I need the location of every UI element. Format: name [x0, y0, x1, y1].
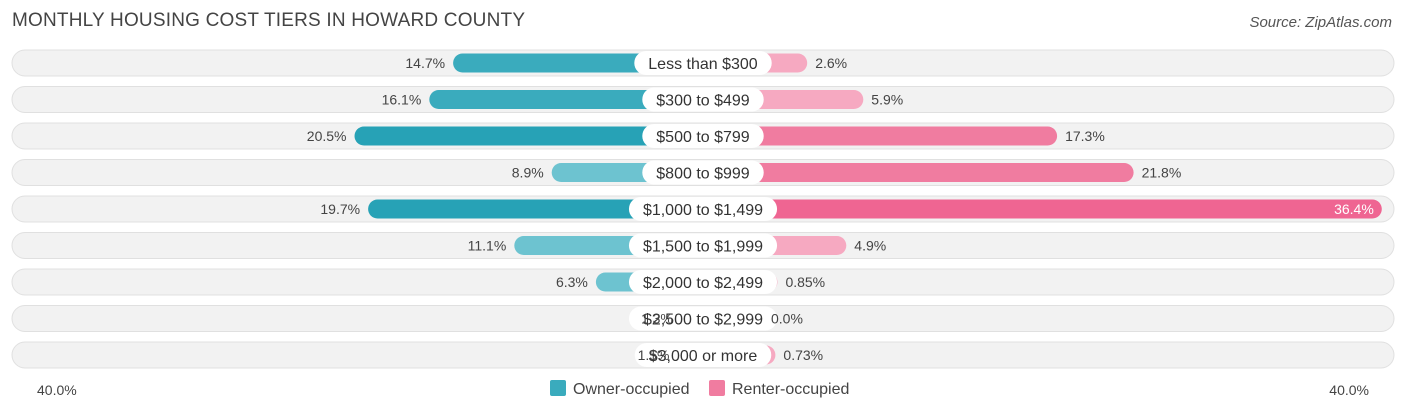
category-label: $300 to $499: [656, 93, 750, 110]
category-pill: [634, 343, 772, 367]
owner-value-label: 19.7%: [320, 201, 360, 217]
chart-title: MONTHLY HOUSING COST TIERS IN HOWARD COU…: [12, 10, 526, 31]
owner-value-label: 1.5%: [638, 347, 670, 363]
owner-value-label: 6.3%: [556, 274, 588, 290]
axis-left-label: 40.0%: [37, 382, 77, 398]
category-pill: [634, 51, 772, 75]
renter-value-label: 5.9%: [871, 92, 903, 108]
category-label: $2,000 to $2,499: [643, 275, 763, 292]
category-pill: [642, 124, 764, 148]
category-label: $2,500 to $2,999: [643, 312, 763, 329]
category-pill: [628, 306, 778, 331]
category-pill: [628, 233, 778, 258]
renter-bar[interactable]: [693, 163, 1134, 182]
owner-value-label: 1.3%: [641, 311, 673, 327]
renter-bar[interactable]: [693, 126, 1058, 146]
chart-source: Source: ZipAtlas.com: [1249, 14, 1392, 31]
owner-value-label: 11.1%: [468, 238, 507, 254]
renter-bar[interactable]: [693, 199, 1382, 219]
renter-value-label: 2.6%: [815, 55, 847, 71]
legend-renter-label: Renter-occupied: [732, 381, 849, 398]
category-label: Less than $300: [648, 56, 758, 73]
renter-value-label: 21.8%: [1142, 165, 1182, 181]
renter-value-label: 0.73%: [783, 347, 823, 363]
category-label: $800 to $999: [656, 166, 750, 183]
category-label: $1,000 to $1,499: [643, 202, 763, 219]
renter-value-label: 36.4%: [1334, 201, 1374, 217]
category-pill: [642, 87, 764, 112]
owner-value-label: 14.7%: [405, 55, 445, 71]
category-pill: [628, 270, 778, 294]
owner-bar[interactable]: [368, 199, 713, 219]
owner-bar[interactable]: [429, 90, 713, 109]
legend-owner-label: Owner-occupied: [573, 381, 690, 398]
category-label: $3,000 or more: [649, 348, 758, 365]
category-label: $1,500 to $1,999: [643, 239, 763, 256]
legend-owner-swatch: [550, 380, 566, 396]
owner-value-label: 8.9%: [512, 165, 544, 181]
renter-value-label: 0.0%: [771, 311, 803, 327]
owner-bar[interactable]: [354, 126, 714, 146]
category-pill: [642, 160, 764, 185]
category-label: $500 to $799: [656, 129, 750, 146]
owner-value-label: 16.1%: [382, 92, 422, 108]
axis-right-label: 40.0%: [1329, 382, 1369, 398]
category-pill: [628, 197, 778, 221]
renter-value-label: 4.9%: [854, 238, 886, 254]
renter-value-label: 0.85%: [785, 274, 825, 290]
legend-renter-swatch: [709, 380, 725, 396]
owner-value-label: 20.5%: [307, 128, 347, 144]
renter-value-label: 17.3%: [1065, 128, 1105, 144]
